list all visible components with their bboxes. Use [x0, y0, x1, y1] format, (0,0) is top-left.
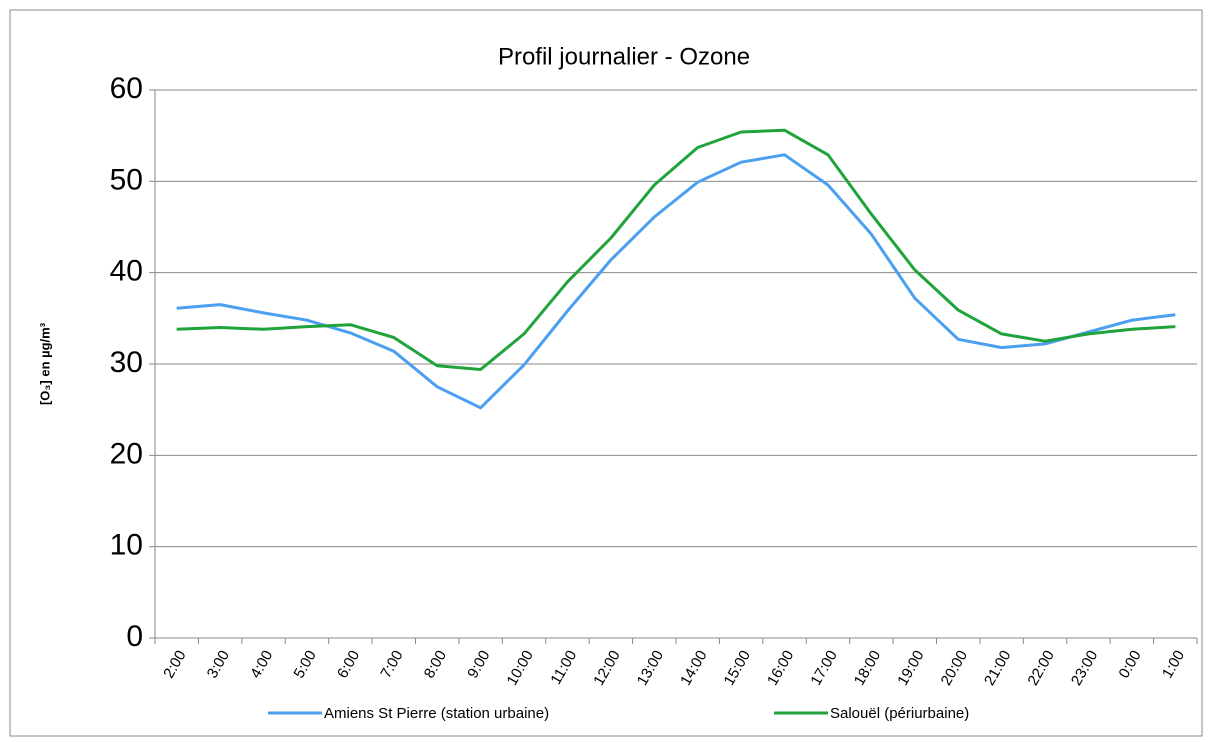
- chart-title: Profil journalier - Ozone: [498, 43, 750, 70]
- y-tick-label: 20: [110, 437, 143, 470]
- legend-label: Amiens St Pierre (station urbaine): [324, 705, 549, 722]
- y-tick-label: 60: [110, 72, 143, 105]
- legend-label: Salouël (périurbaine): [830, 705, 969, 722]
- y-tick-label: 10: [110, 529, 143, 562]
- y-tick-label: 40: [110, 255, 143, 288]
- y-tick-label: 0: [126, 620, 143, 653]
- chart-border: [9, 9, 1203, 737]
- y-tick-label: 50: [110, 163, 143, 196]
- y-axis-label: [O₃] en µg/m³: [37, 322, 52, 405]
- series-line: [176, 153, 1176, 410]
- y-tick-label: 30: [110, 346, 143, 379]
- series-line: [176, 128, 1176, 371]
